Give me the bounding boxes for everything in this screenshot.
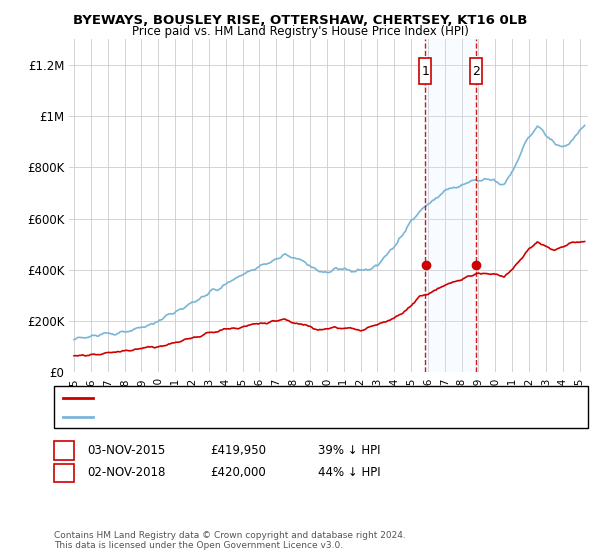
Text: Price paid vs. HM Land Registry's House Price Index (HPI): Price paid vs. HM Land Registry's House … (131, 25, 469, 38)
Text: 02-NOV-2018: 02-NOV-2018 (87, 466, 166, 479)
Text: HPI: Average price, detached house, Runnymede: HPI: Average price, detached house, Runn… (99, 412, 354, 422)
Text: 39% ↓ HPI: 39% ↓ HPI (318, 444, 380, 457)
Text: 44% ↓ HPI: 44% ↓ HPI (318, 466, 380, 479)
Text: £420,000: £420,000 (210, 466, 266, 479)
Text: 2: 2 (60, 466, 68, 479)
FancyBboxPatch shape (470, 58, 482, 84)
Bar (425, 39, 476, 372)
Text: 03-NOV-2015: 03-NOV-2015 (87, 444, 165, 457)
Text: BYEWAYS, BOUSLEY RISE, OTTERSHAW, CHERTSEY, KT16 0LB (detached house): BYEWAYS, BOUSLEY RISE, OTTERSHAW, CHERTS… (99, 393, 510, 403)
Text: BYEWAYS, BOUSLEY RISE, OTTERSHAW, CHERTSEY, KT16 0LB: BYEWAYS, BOUSLEY RISE, OTTERSHAW, CHERTS… (73, 14, 527, 27)
Text: Contains HM Land Registry data © Crown copyright and database right 2024.
This d: Contains HM Land Registry data © Crown c… (54, 530, 406, 550)
Text: £419,950: £419,950 (210, 444, 266, 457)
FancyBboxPatch shape (419, 58, 431, 84)
Text: 1: 1 (421, 65, 430, 78)
Text: 1: 1 (60, 444, 68, 457)
Text: 2: 2 (472, 65, 480, 78)
